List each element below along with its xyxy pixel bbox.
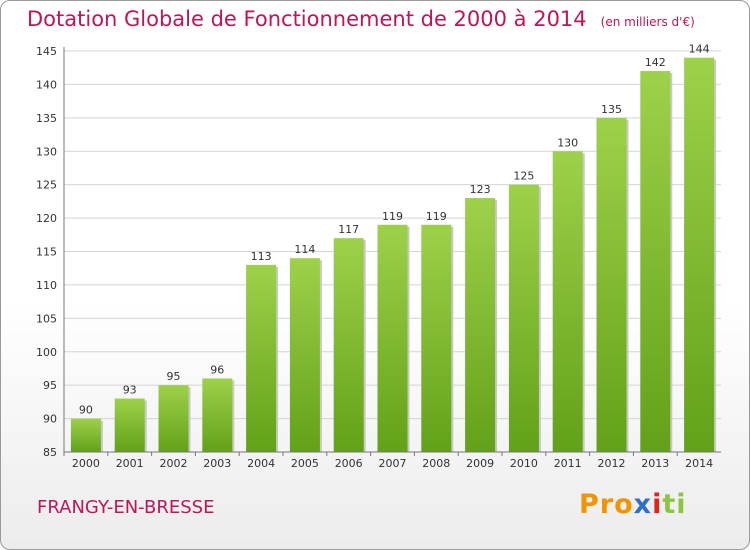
- bar: [596, 117, 627, 452]
- chart-title-text: Dotation Globale de Fonctionnement de 20…: [27, 7, 587, 31]
- data-label: 130: [557, 136, 578, 149]
- bar: [246, 264, 277, 452]
- y-tick-label: 120: [36, 212, 57, 225]
- logo-part-4: ti: [662, 489, 687, 520]
- bar: [158, 385, 189, 452]
- bar: [70, 418, 101, 452]
- bar: [508, 184, 539, 452]
- x-tick-label: 2005: [291, 457, 319, 470]
- x-tick-label: 2009: [466, 457, 494, 470]
- bar: [377, 224, 408, 452]
- data-label: 123: [470, 183, 491, 196]
- bar: [333, 238, 364, 452]
- bar: [465, 198, 496, 452]
- axis-layer: 85 90 95 100 105 110 115 120 125 130 135 140 145 90 20…: [36, 43, 721, 470]
- data-label: 125: [513, 170, 534, 183]
- x-tick-label: 2003: [203, 457, 231, 470]
- x-tick-label: 2001: [116, 457, 144, 470]
- data-label: 144: [689, 43, 710, 56]
- data-label: 113: [251, 250, 272, 263]
- place-name: FRANGY-EN-BRESSE: [37, 497, 215, 518]
- logo-part-3: i: [652, 489, 663, 520]
- data-label: 93: [123, 384, 137, 397]
- bar: [202, 378, 233, 452]
- y-tick-label: 100: [36, 346, 57, 359]
- y-tick-label: 140: [36, 78, 57, 91]
- bar: [289, 258, 320, 452]
- x-tick-label: 2008: [422, 457, 450, 470]
- bar: [421, 224, 452, 452]
- proxiti-logo: Proxiti: [579, 489, 687, 520]
- x-tick-label: 2013: [641, 457, 669, 470]
- data-label: 114: [294, 243, 315, 256]
- data-label: 95: [167, 370, 181, 383]
- x-tick-label: 2010: [510, 457, 538, 470]
- logo-part-2: x: [633, 489, 653, 520]
- bars-layer: [70, 57, 717, 453]
- y-tick-label: 115: [36, 246, 57, 259]
- x-tick-label: 2014: [685, 457, 713, 470]
- x-tick-label: 2011: [554, 457, 582, 470]
- y-tick-label: 125: [36, 179, 57, 192]
- bar: [684, 57, 715, 452]
- y-tick-label: 90: [43, 413, 57, 426]
- x-tick-label: 2007: [379, 457, 407, 470]
- y-tick-label: 95: [43, 379, 57, 392]
- data-label: 119: [426, 210, 447, 223]
- x-tick-label: 2004: [247, 457, 275, 470]
- y-tick-label: 130: [36, 145, 57, 158]
- y-tick-label: 110: [36, 279, 57, 292]
- logo-part-1: Pro: [579, 489, 634, 520]
- x-tick-label: 2000: [72, 457, 100, 470]
- data-label: 119: [382, 210, 403, 223]
- data-label: 117: [338, 223, 359, 236]
- x-tick-label: 2006: [335, 457, 363, 470]
- data-label: 135: [601, 103, 622, 116]
- data-label: 142: [645, 56, 666, 69]
- x-tick-label: 2012: [598, 457, 626, 470]
- bar: [640, 71, 671, 453]
- y-tick-label: 135: [36, 112, 57, 125]
- y-tick-label: 145: [36, 45, 57, 58]
- bar: [114, 398, 145, 452]
- x-tick-label: 2002: [160, 457, 188, 470]
- bar: [552, 151, 583, 452]
- chart-title: Dotation Globale de Fonctionnement de 20…: [27, 7, 695, 31]
- chart-subtitle: (en milliers d'€): [600, 15, 695, 29]
- data-label: 96: [210, 363, 224, 376]
- y-tick-label: 85: [43, 446, 57, 459]
- y-tick-label: 105: [36, 312, 57, 325]
- data-label: 90: [79, 404, 93, 417]
